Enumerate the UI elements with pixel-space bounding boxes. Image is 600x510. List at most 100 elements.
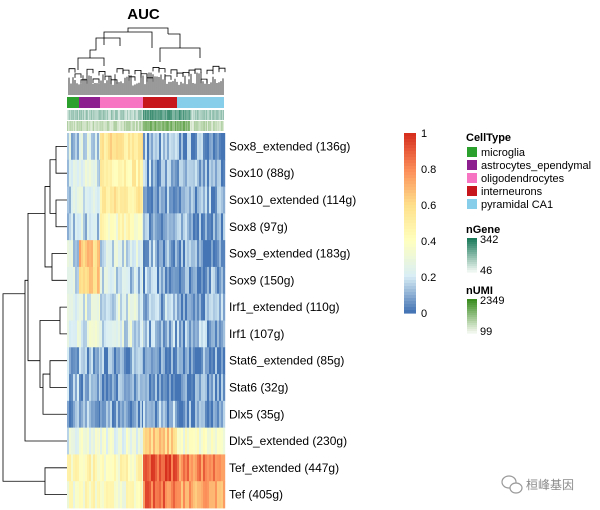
heatmap-cell [209, 347, 212, 375]
numi-bar-cell [145, 121, 146, 131]
numi-legend-title: nUMI [466, 285, 493, 297]
numi-bar-cell [192, 121, 193, 131]
heatmap-cell [77, 454, 80, 482]
heatmap-cell [213, 240, 216, 268]
column-dendrogram-branch [170, 69, 178, 74]
heatmap-cell [199, 213, 202, 241]
numi-bar-cell [95, 121, 96, 131]
column-dendrogram-branch [95, 37, 121, 46]
colorbar-segment [404, 181, 416, 185]
heatmap-cell [201, 240, 204, 268]
heatmap-cell [187, 159, 190, 187]
heatmap-cell [221, 186, 224, 214]
heatmap-cell [102, 481, 105, 509]
heatmap-cell [159, 427, 162, 455]
heatmap-cell [87, 320, 90, 348]
heatmap-cell [126, 374, 129, 402]
heatmap-cell [126, 400, 129, 429]
heatmap-cell [89, 240, 92, 268]
heatmap-cell [106, 186, 109, 214]
heatmap-cell [85, 159, 88, 187]
heatmap-cell [213, 213, 216, 241]
heatmap-cell [79, 266, 82, 295]
heatmap-cell [211, 240, 214, 268]
heatmap-cell [191, 133, 194, 161]
heatmap-cell [177, 293, 180, 321]
ngene-bar-cell [192, 110, 193, 120]
heatmap-cell [81, 266, 84, 295]
ngene-bar-cell [218, 110, 219, 120]
heatmap-cell [183, 266, 186, 295]
heatmap-cell [215, 454, 218, 482]
colorbar-segment [404, 307, 416, 311]
row-dendrogram-branch [42, 373, 67, 415]
heatmap-cell [145, 159, 148, 187]
heatmap-cell [87, 293, 90, 321]
heatmap-cell [71, 454, 74, 482]
column-dendrogram-branch [188, 69, 196, 75]
heatmap-cell [73, 374, 76, 402]
colorbar-segment [404, 157, 416, 161]
heatmap-cell [134, 293, 137, 321]
heatmap-cell [151, 374, 154, 402]
heatmap-cell [138, 186, 141, 214]
heatmap-cell [122, 347, 125, 375]
heatmap-cell [69, 320, 72, 348]
numi-bar-cell [147, 121, 148, 131]
heatmap-cell [167, 266, 170, 295]
heatmap-cell [153, 133, 156, 161]
colorbar-segment [404, 238, 416, 242]
heatmap-cell [181, 186, 184, 214]
ngene-bar-cell [216, 110, 217, 120]
numi-bar-cell [193, 121, 194, 131]
ngene-bar-cell [81, 110, 82, 120]
heatmap-cell [167, 481, 170, 509]
ngene-bar-cell [93, 110, 94, 120]
heatmap-cell [132, 133, 135, 161]
heatmap-cell [219, 293, 222, 321]
heatmap-cell [147, 400, 150, 429]
heatmap-cell [87, 427, 90, 455]
heatmap-cell [93, 293, 96, 321]
heatmap-cell [191, 213, 194, 241]
heatmap-cell [157, 347, 160, 375]
column-dendrogram-branch [92, 78, 100, 83]
heatmap-cell [73, 454, 76, 482]
heatmap-cell [155, 266, 158, 295]
heatmap-cell [181, 427, 184, 455]
heatmap-cell [179, 347, 182, 375]
heatmap-cell [77, 213, 80, 241]
heatmap-cell [219, 427, 222, 455]
heatmap-cell [217, 320, 220, 348]
numi-bar-cell [168, 121, 169, 131]
heatmap-cell [149, 186, 152, 214]
heatmap-cell [163, 240, 166, 268]
heatmap-cell [181, 293, 184, 321]
heatmap-cell [83, 159, 86, 187]
numi-bar-cell [149, 121, 150, 131]
heatmap-cell [167, 454, 170, 482]
heatmap-cell [128, 293, 131, 321]
heatmap-cell [71, 240, 74, 268]
heatmap-cell [140, 481, 143, 509]
heatmap-cell [157, 427, 160, 455]
heatmap-cell [104, 427, 107, 455]
heatmap-cell [179, 186, 182, 214]
ngene-bar-cell [77, 110, 78, 120]
heatmap-cell [83, 374, 86, 402]
heatmap-cell [173, 374, 176, 402]
heatmap-cell [97, 213, 100, 241]
colorbar-tick-label: 1 [421, 128, 427, 140]
heatmap-cell [75, 374, 78, 402]
heatmap-cell [165, 374, 168, 402]
heatmap-cell [191, 347, 194, 375]
heatmap-cell [106, 266, 109, 295]
heatmap-cell [95, 159, 98, 187]
heatmap-cell [124, 213, 127, 241]
heatmap-cell [217, 347, 220, 375]
colorbar-segment [404, 277, 416, 281]
row-label: Dlx5 (35g) [229, 407, 284, 421]
heatmap-cell [71, 293, 74, 321]
ngene-bar-cell [110, 110, 111, 120]
heatmap-cell [195, 159, 198, 187]
